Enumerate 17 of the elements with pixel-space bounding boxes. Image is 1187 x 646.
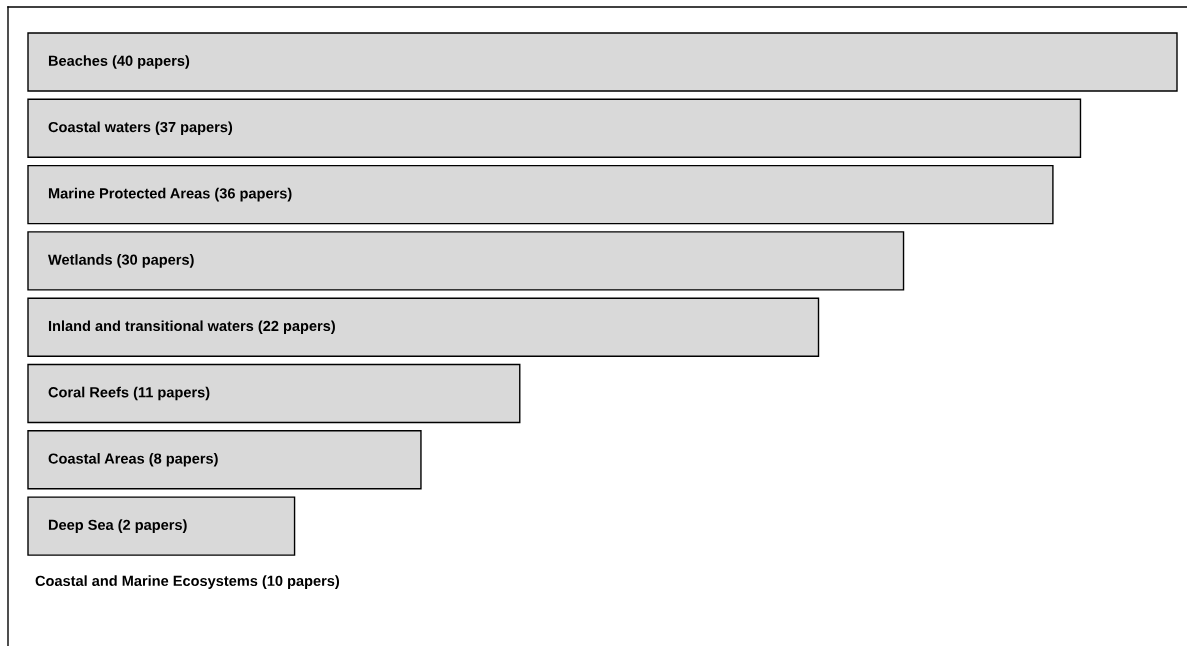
bar [27,98,1082,159]
y-tick-label: Beaches (40 papers) [48,55,190,69]
y-tick-label: Wetlands (30 papers) [48,254,194,268]
y-tick-label: Inland and transitional waters (22 papers) [48,320,335,334]
y-tick-label: Deep Sea (2 papers) [48,519,187,533]
bar [27,231,905,291]
bar [27,32,1178,92]
bar [27,164,1054,225]
bar [27,496,296,556]
y-tick-label: Coral Reefs (11 papers) [48,386,210,401]
text: Coastal and Marine Ecosystems (10 papers) [35,575,340,589]
y-tick-label: Coastal Areas (8 papers) [48,453,218,467]
bar [27,297,820,357]
y-tick-label: Coastal waters (37 papers) [48,121,233,136]
bar [27,363,521,424]
y-tick-label: Marine Protected Areas (36 papers) [48,187,292,202]
bar [27,430,422,490]
